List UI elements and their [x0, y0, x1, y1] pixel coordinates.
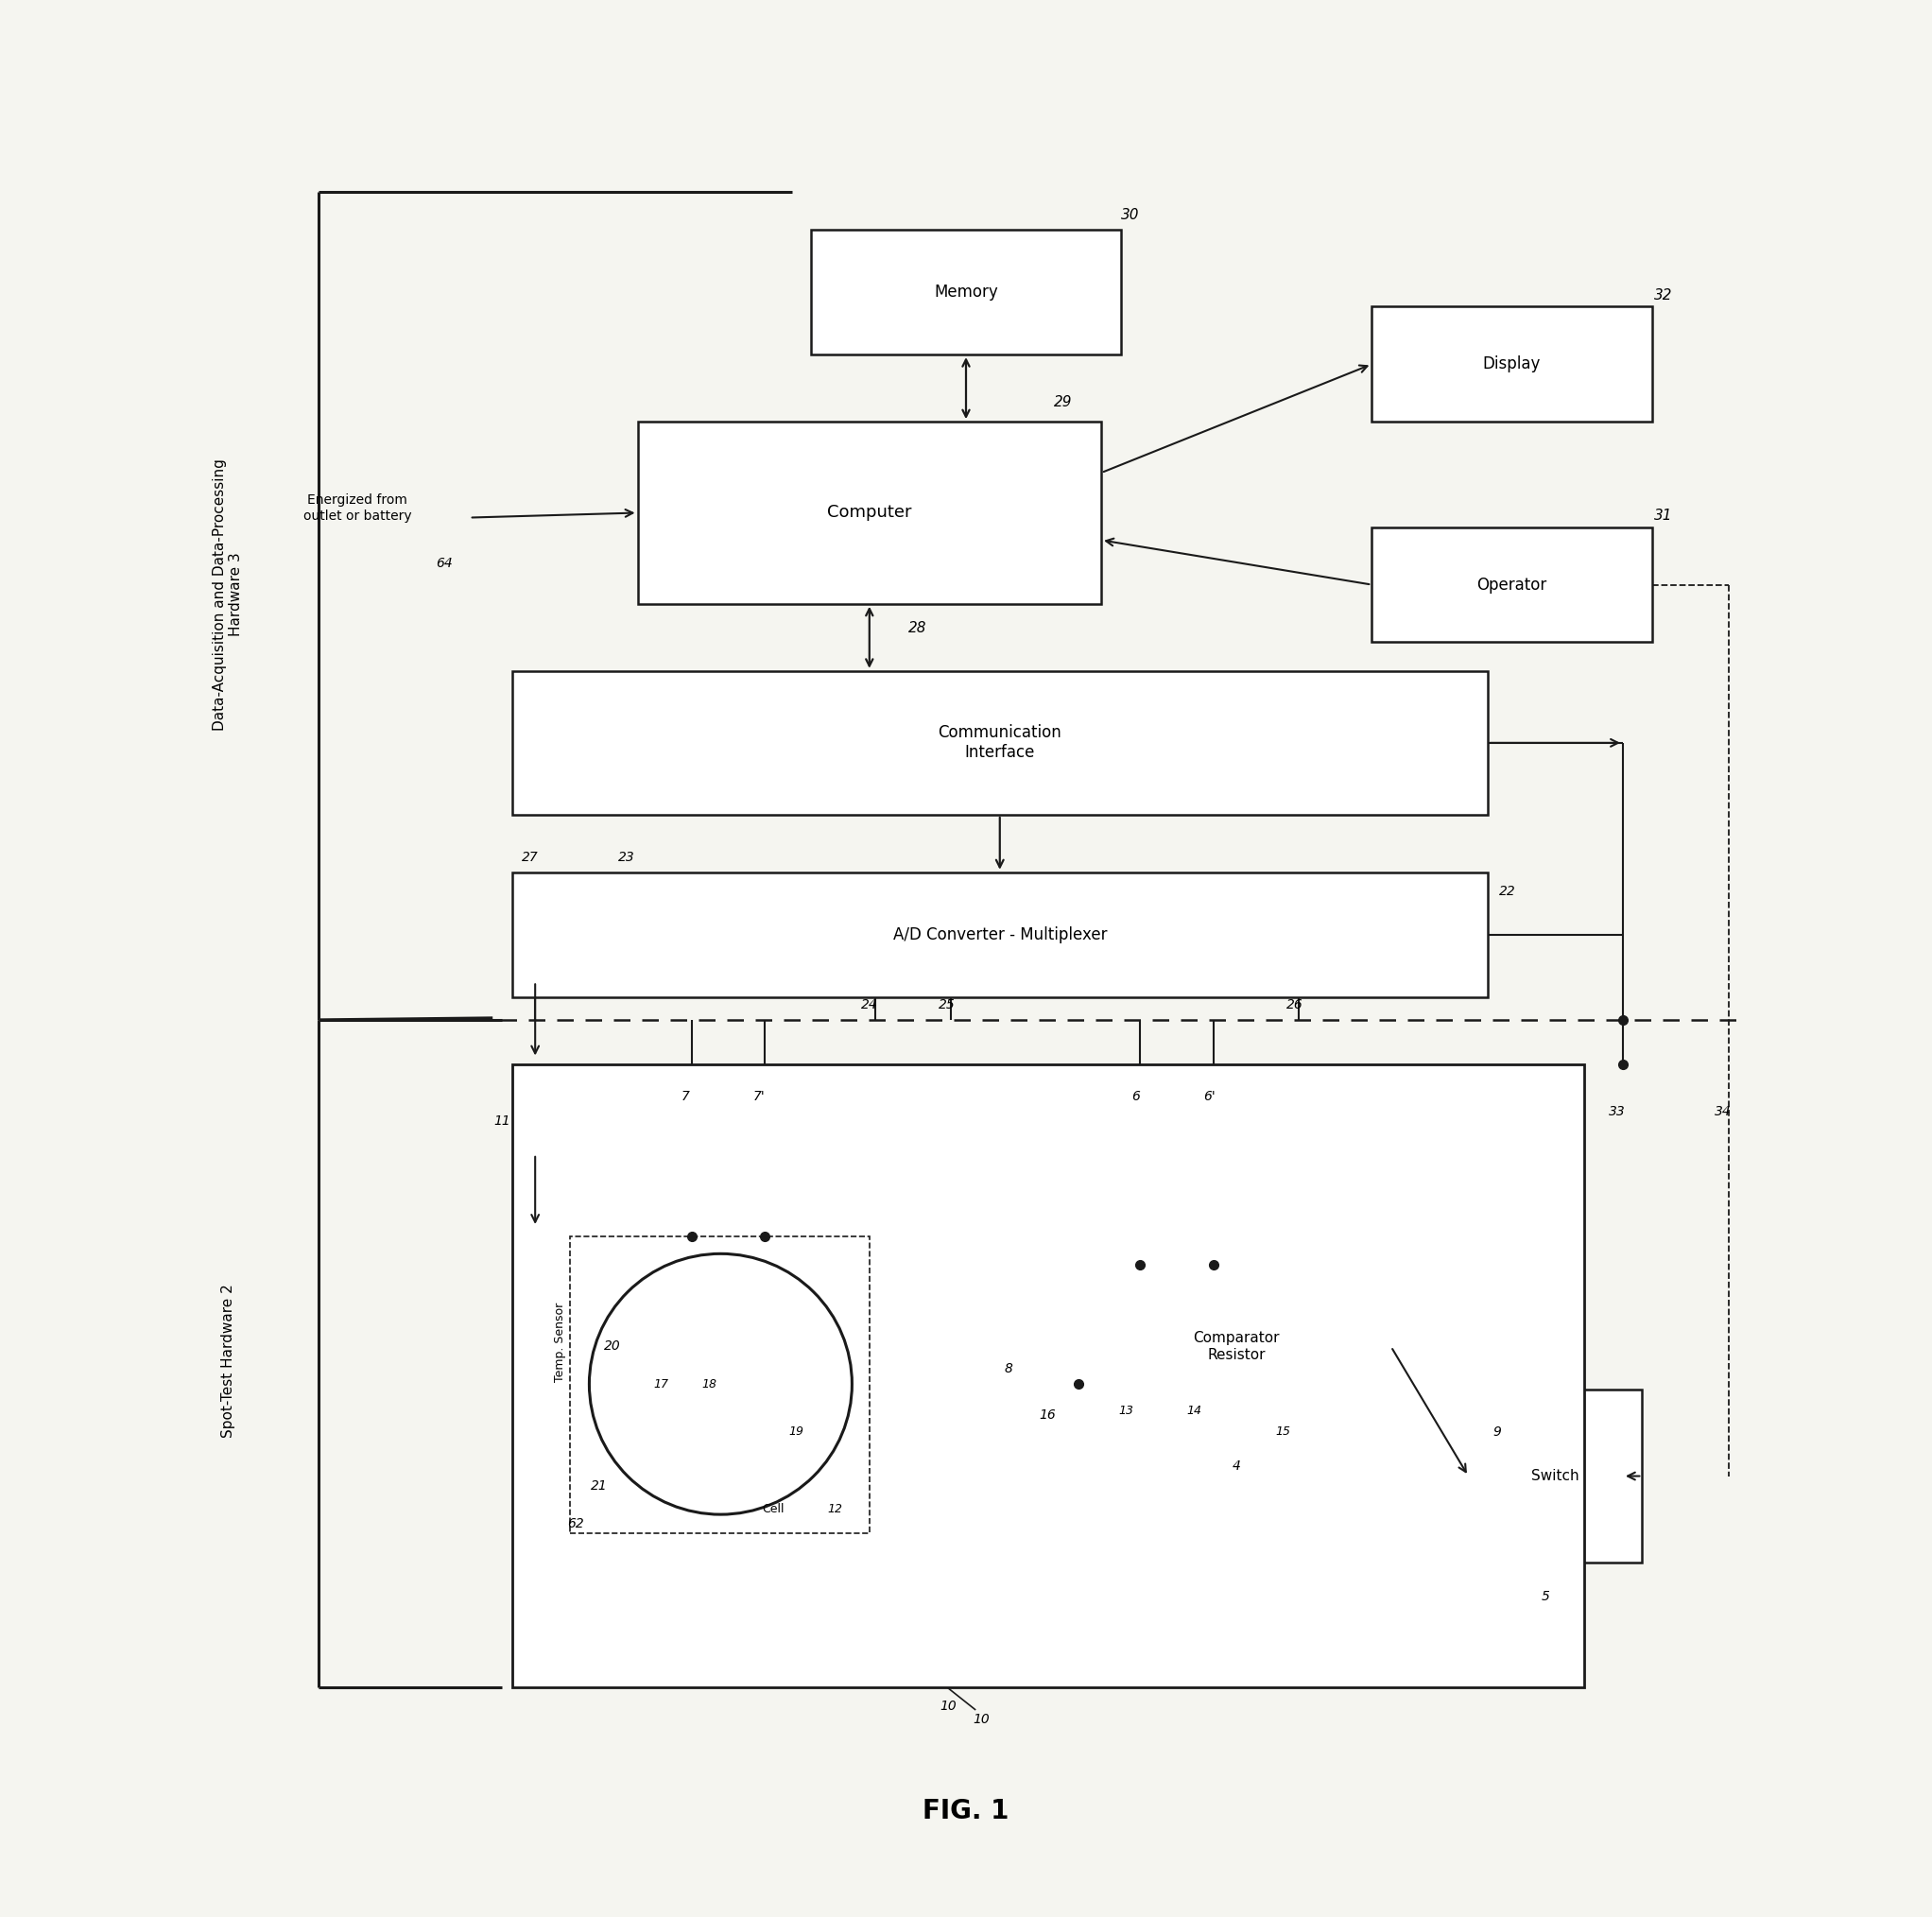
Text: 9: 9 — [1493, 1426, 1501, 1438]
Text: 19: 19 — [788, 1426, 804, 1438]
Text: 14: 14 — [1186, 1405, 1202, 1417]
Text: Spot-Test Hardware 2: Spot-Test Hardware 2 — [220, 1284, 236, 1438]
Text: Data-Acquisition and Data-Processing
Hardware 3: Data-Acquisition and Data-Processing Har… — [213, 458, 243, 730]
Text: 31: 31 — [1654, 508, 1673, 523]
Text: A/D Converter - Multiplexer: A/D Converter - Multiplexer — [893, 926, 1107, 943]
Text: 25: 25 — [939, 999, 954, 1010]
Text: 21: 21 — [591, 1480, 607, 1491]
Bar — [811, 230, 1121, 355]
Text: 7: 7 — [682, 1091, 690, 1102]
Text: 18: 18 — [701, 1378, 717, 1390]
Text: Switch: Switch — [1532, 1468, 1578, 1484]
Text: 4: 4 — [1233, 1461, 1240, 1472]
Text: Memory: Memory — [933, 284, 999, 301]
Text: 17: 17 — [653, 1378, 668, 1390]
Bar — [1372, 527, 1652, 642]
Text: Cell: Cell — [761, 1503, 784, 1514]
Text: Communication
Interface: Communication Interface — [939, 725, 1061, 761]
Bar — [638, 422, 1101, 604]
Text: 32: 32 — [1654, 288, 1673, 303]
Text: Operator: Operator — [1476, 577, 1548, 592]
Text: 10: 10 — [974, 1714, 989, 1725]
Bar — [512, 872, 1488, 997]
Bar — [570, 1236, 869, 1534]
Text: 16: 16 — [1039, 1409, 1055, 1420]
Text: 23: 23 — [618, 851, 636, 863]
Text: Energized from
outlet or battery: Energized from outlet or battery — [303, 495, 412, 521]
Text: 12: 12 — [827, 1503, 842, 1514]
Text: 6: 6 — [1132, 1091, 1140, 1102]
Bar — [1468, 1390, 1642, 1562]
Text: 62: 62 — [568, 1518, 583, 1530]
Text: 34: 34 — [1716, 1106, 1731, 1118]
Text: Comparator
Resistor: Comparator Resistor — [1194, 1332, 1279, 1361]
Text: Display: Display — [1482, 357, 1542, 372]
Text: 64: 64 — [437, 558, 452, 569]
Text: 13: 13 — [1119, 1405, 1134, 1417]
Text: 8: 8 — [1005, 1363, 1012, 1374]
Text: 11: 11 — [495, 1116, 510, 1127]
Text: 5: 5 — [1542, 1591, 1549, 1603]
Text: 7': 7' — [753, 1091, 765, 1102]
Bar — [1372, 307, 1652, 422]
Text: 33: 33 — [1609, 1106, 1625, 1118]
Bar — [1082, 1265, 1391, 1428]
Text: Temp. Sensor: Temp. Sensor — [554, 1302, 566, 1382]
Text: 15: 15 — [1275, 1426, 1291, 1438]
Text: 30: 30 — [1121, 207, 1140, 222]
Text: 24: 24 — [862, 999, 877, 1010]
Bar — [512, 671, 1488, 815]
Text: 22: 22 — [1499, 886, 1517, 897]
Text: 27: 27 — [522, 851, 539, 863]
Text: 10: 10 — [941, 1700, 956, 1712]
Text: 29: 29 — [1053, 395, 1072, 410]
Text: 6': 6' — [1204, 1091, 1215, 1102]
Text: 20: 20 — [605, 1340, 620, 1351]
Text: 26: 26 — [1287, 999, 1302, 1010]
Text: Computer: Computer — [827, 504, 912, 521]
Text: FIG. 1: FIG. 1 — [923, 1798, 1009, 1825]
Text: 28: 28 — [908, 621, 927, 635]
Bar — [512, 1064, 1584, 1687]
